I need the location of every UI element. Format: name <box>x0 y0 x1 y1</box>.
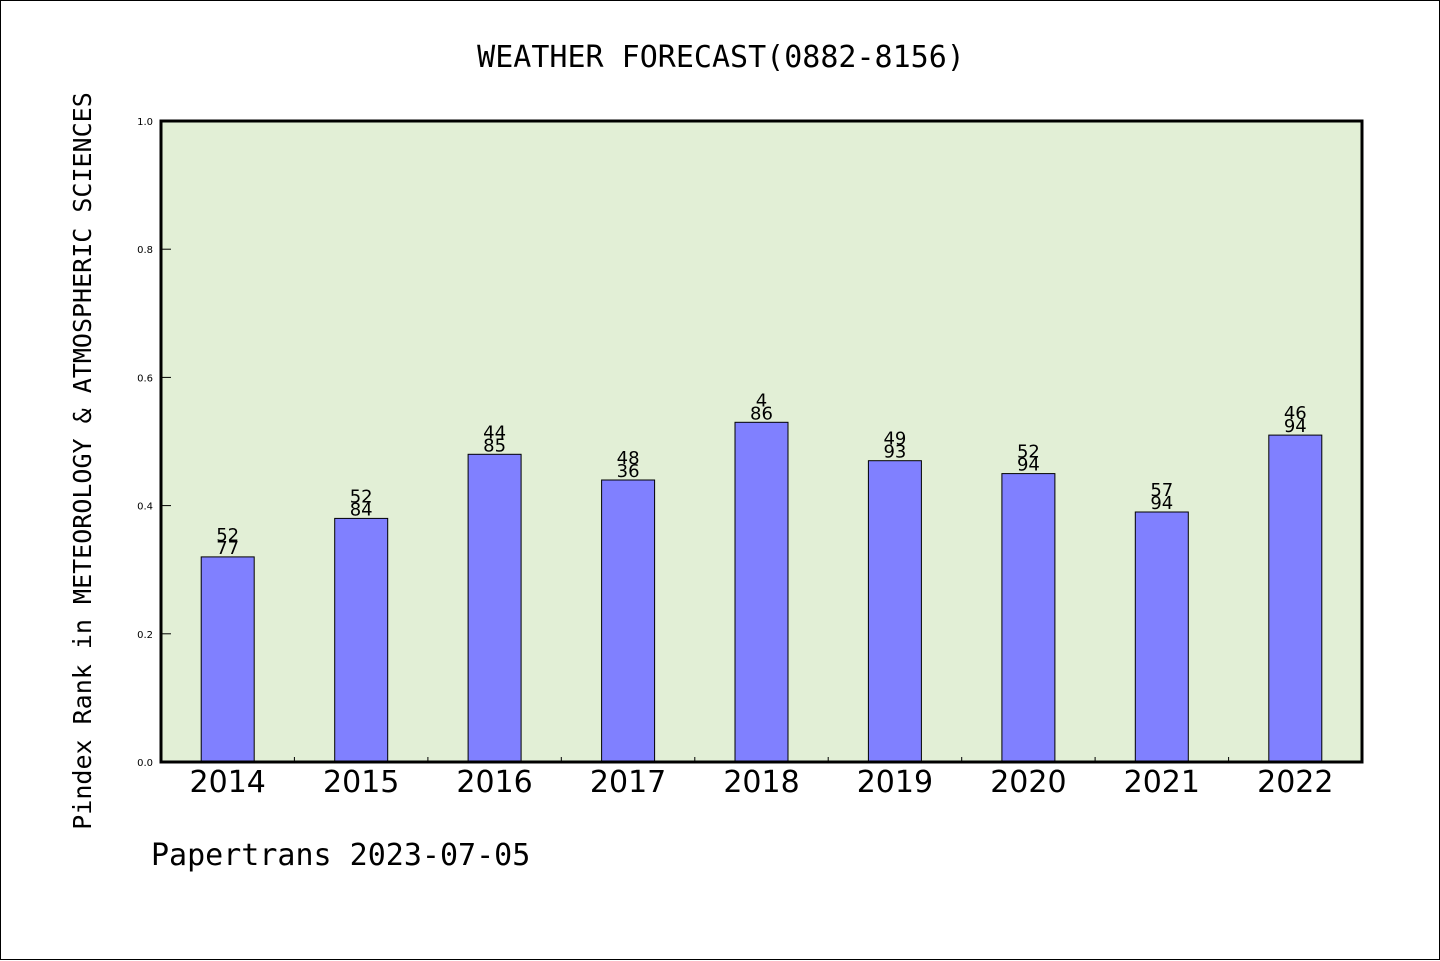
data-label-2019-1: 49 <box>883 429 906 450</box>
data-label-2022-2: 94 <box>1284 416 1307 437</box>
x-tick-label-2017: 2017 <box>590 765 666 800</box>
data-label-2015-1: 52 <box>350 486 373 507</box>
footer-date-stamp: Papertrans 2023-07-05 <box>151 838 530 873</box>
y-tick-label-1.0: 1.0 <box>137 117 153 128</box>
data-label-2022-1: 46 <box>1284 403 1307 424</box>
data-label-2016-2: 85 <box>483 435 506 456</box>
bar-2019 <box>867 460 922 763</box>
data-label-2019-2: 93 <box>883 442 906 463</box>
bar-2018 <box>734 421 789 763</box>
x-tick-label-2018: 2018 <box>723 765 799 800</box>
y-tick-label-0.4: 0.4 <box>137 502 153 513</box>
data-label-2020-1: 52 <box>1017 442 1040 463</box>
data-label-2016-1: 44 <box>483 422 506 443</box>
bar-2022 <box>1268 434 1323 763</box>
y-tick-label-0.2: 0.2 <box>137 630 153 641</box>
bar-2017 <box>601 479 656 763</box>
data-label-2017-1: 48 <box>617 448 640 469</box>
x-tick-label-2014: 2014 <box>190 765 266 800</box>
data-label-2021-1: 57 <box>1150 480 1173 501</box>
plot-frame <box>159 119 1364 764</box>
y-tick-label-0.6: 0.6 <box>137 373 153 384</box>
y-tick-label-0.8: 0.8 <box>137 245 153 256</box>
y-tick-label-0.0: 0.0 <box>137 758 153 769</box>
bar-2016 <box>467 453 522 763</box>
bar-2015 <box>334 517 389 763</box>
data-label-2020-2: 94 <box>1017 455 1040 476</box>
x-tick-label-2015: 2015 <box>323 765 399 800</box>
x-tick-label-2020: 2020 <box>990 765 1066 800</box>
x-tick-label-2022: 2022 <box>1257 765 1333 800</box>
bar-2021 <box>1134 511 1189 763</box>
x-tick-label-2016: 2016 <box>456 765 532 800</box>
bars-group <box>200 421 1323 763</box>
x-tick-label-2021: 2021 <box>1124 765 1200 800</box>
data-label-2015-2: 84 <box>350 499 373 520</box>
y-axis-label: Pindex Rank in METEOROLOGY & ATMOSPHERIC… <box>68 92 97 830</box>
chart-title: WEATHER FORECAST(0882-8156) <box>477 40 965 75</box>
x-axis-ticks: 2014 2015 2016 2017 2018 2019 2020 2021 2022 <box>190 757 1333 800</box>
data-label-2017-2: 36 <box>617 461 640 482</box>
data-label-2014-2: 77 <box>216 538 239 559</box>
data-label-2018-1: 4 <box>756 390 767 411</box>
x-tick-label-2019: 2019 <box>857 765 933 800</box>
data-label-2014-1: 52 <box>216 525 239 546</box>
bar-2020 <box>1001 473 1056 763</box>
data-label-2018-2: 86 <box>750 403 773 424</box>
bar-2014 <box>200 556 255 763</box>
data-label-2021-2: 94 <box>1150 493 1173 514</box>
